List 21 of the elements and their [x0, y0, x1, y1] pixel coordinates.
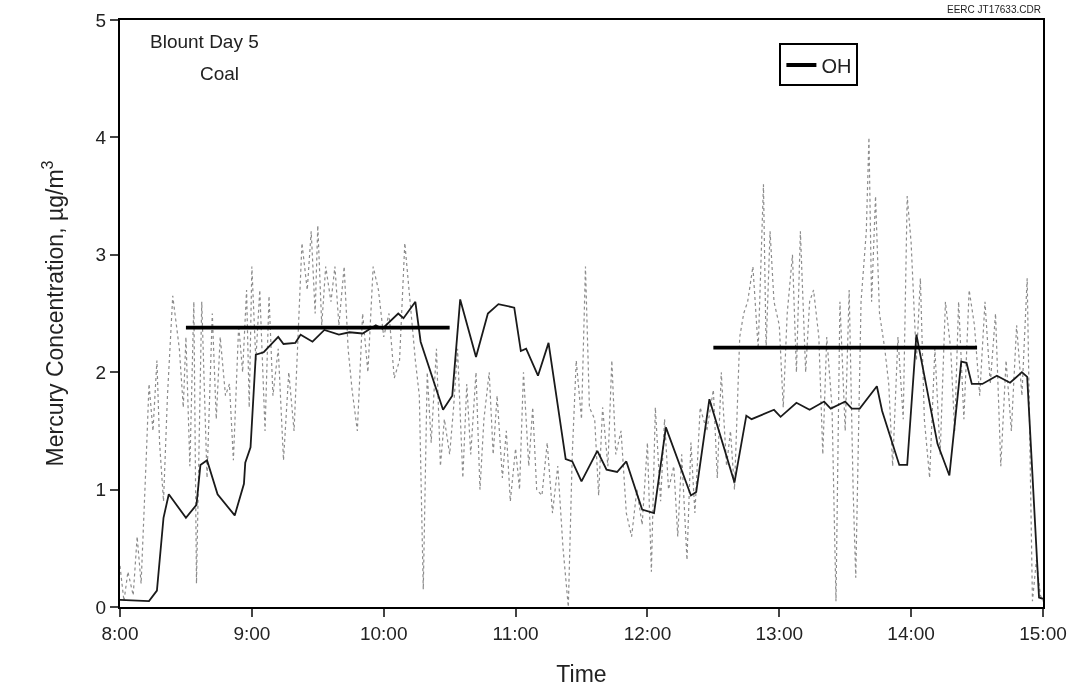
x-tick-label: 13:00 — [755, 622, 804, 644]
legend-label: OH — [821, 54, 852, 77]
x-tick-label: 8:00 — [101, 622, 139, 644]
y-tick-label: 2 — [95, 361, 107, 383]
y-tick-label: 4 — [95, 127, 107, 149]
x-tick-label: 10:00 — [359, 622, 408, 644]
y-tick-label: 3 — [95, 244, 107, 266]
x-tick-label: 12:00 — [623, 622, 672, 644]
x-tick-label: 15:00 — [1019, 622, 1067, 644]
x-tick-label: 11:00 — [492, 622, 539, 644]
x-axis-title: Time — [556, 661, 607, 687]
text: EERC JT17633.CDR — [947, 4, 1041, 15]
y-tick-label: 0 — [95, 596, 107, 618]
annotation: Coal — [200, 63, 240, 84]
y-tick-label: 1 — [95, 479, 107, 501]
x-tick-label: 14:00 — [887, 622, 935, 644]
y-tick-label: 5 — [95, 9, 107, 31]
line-series — [120, 136, 1043, 607]
annotation: Blount Day 5 — [150, 31, 259, 52]
line-series — [120, 298, 1043, 603]
x-tick-label: 9:00 — [233, 622, 271, 644]
